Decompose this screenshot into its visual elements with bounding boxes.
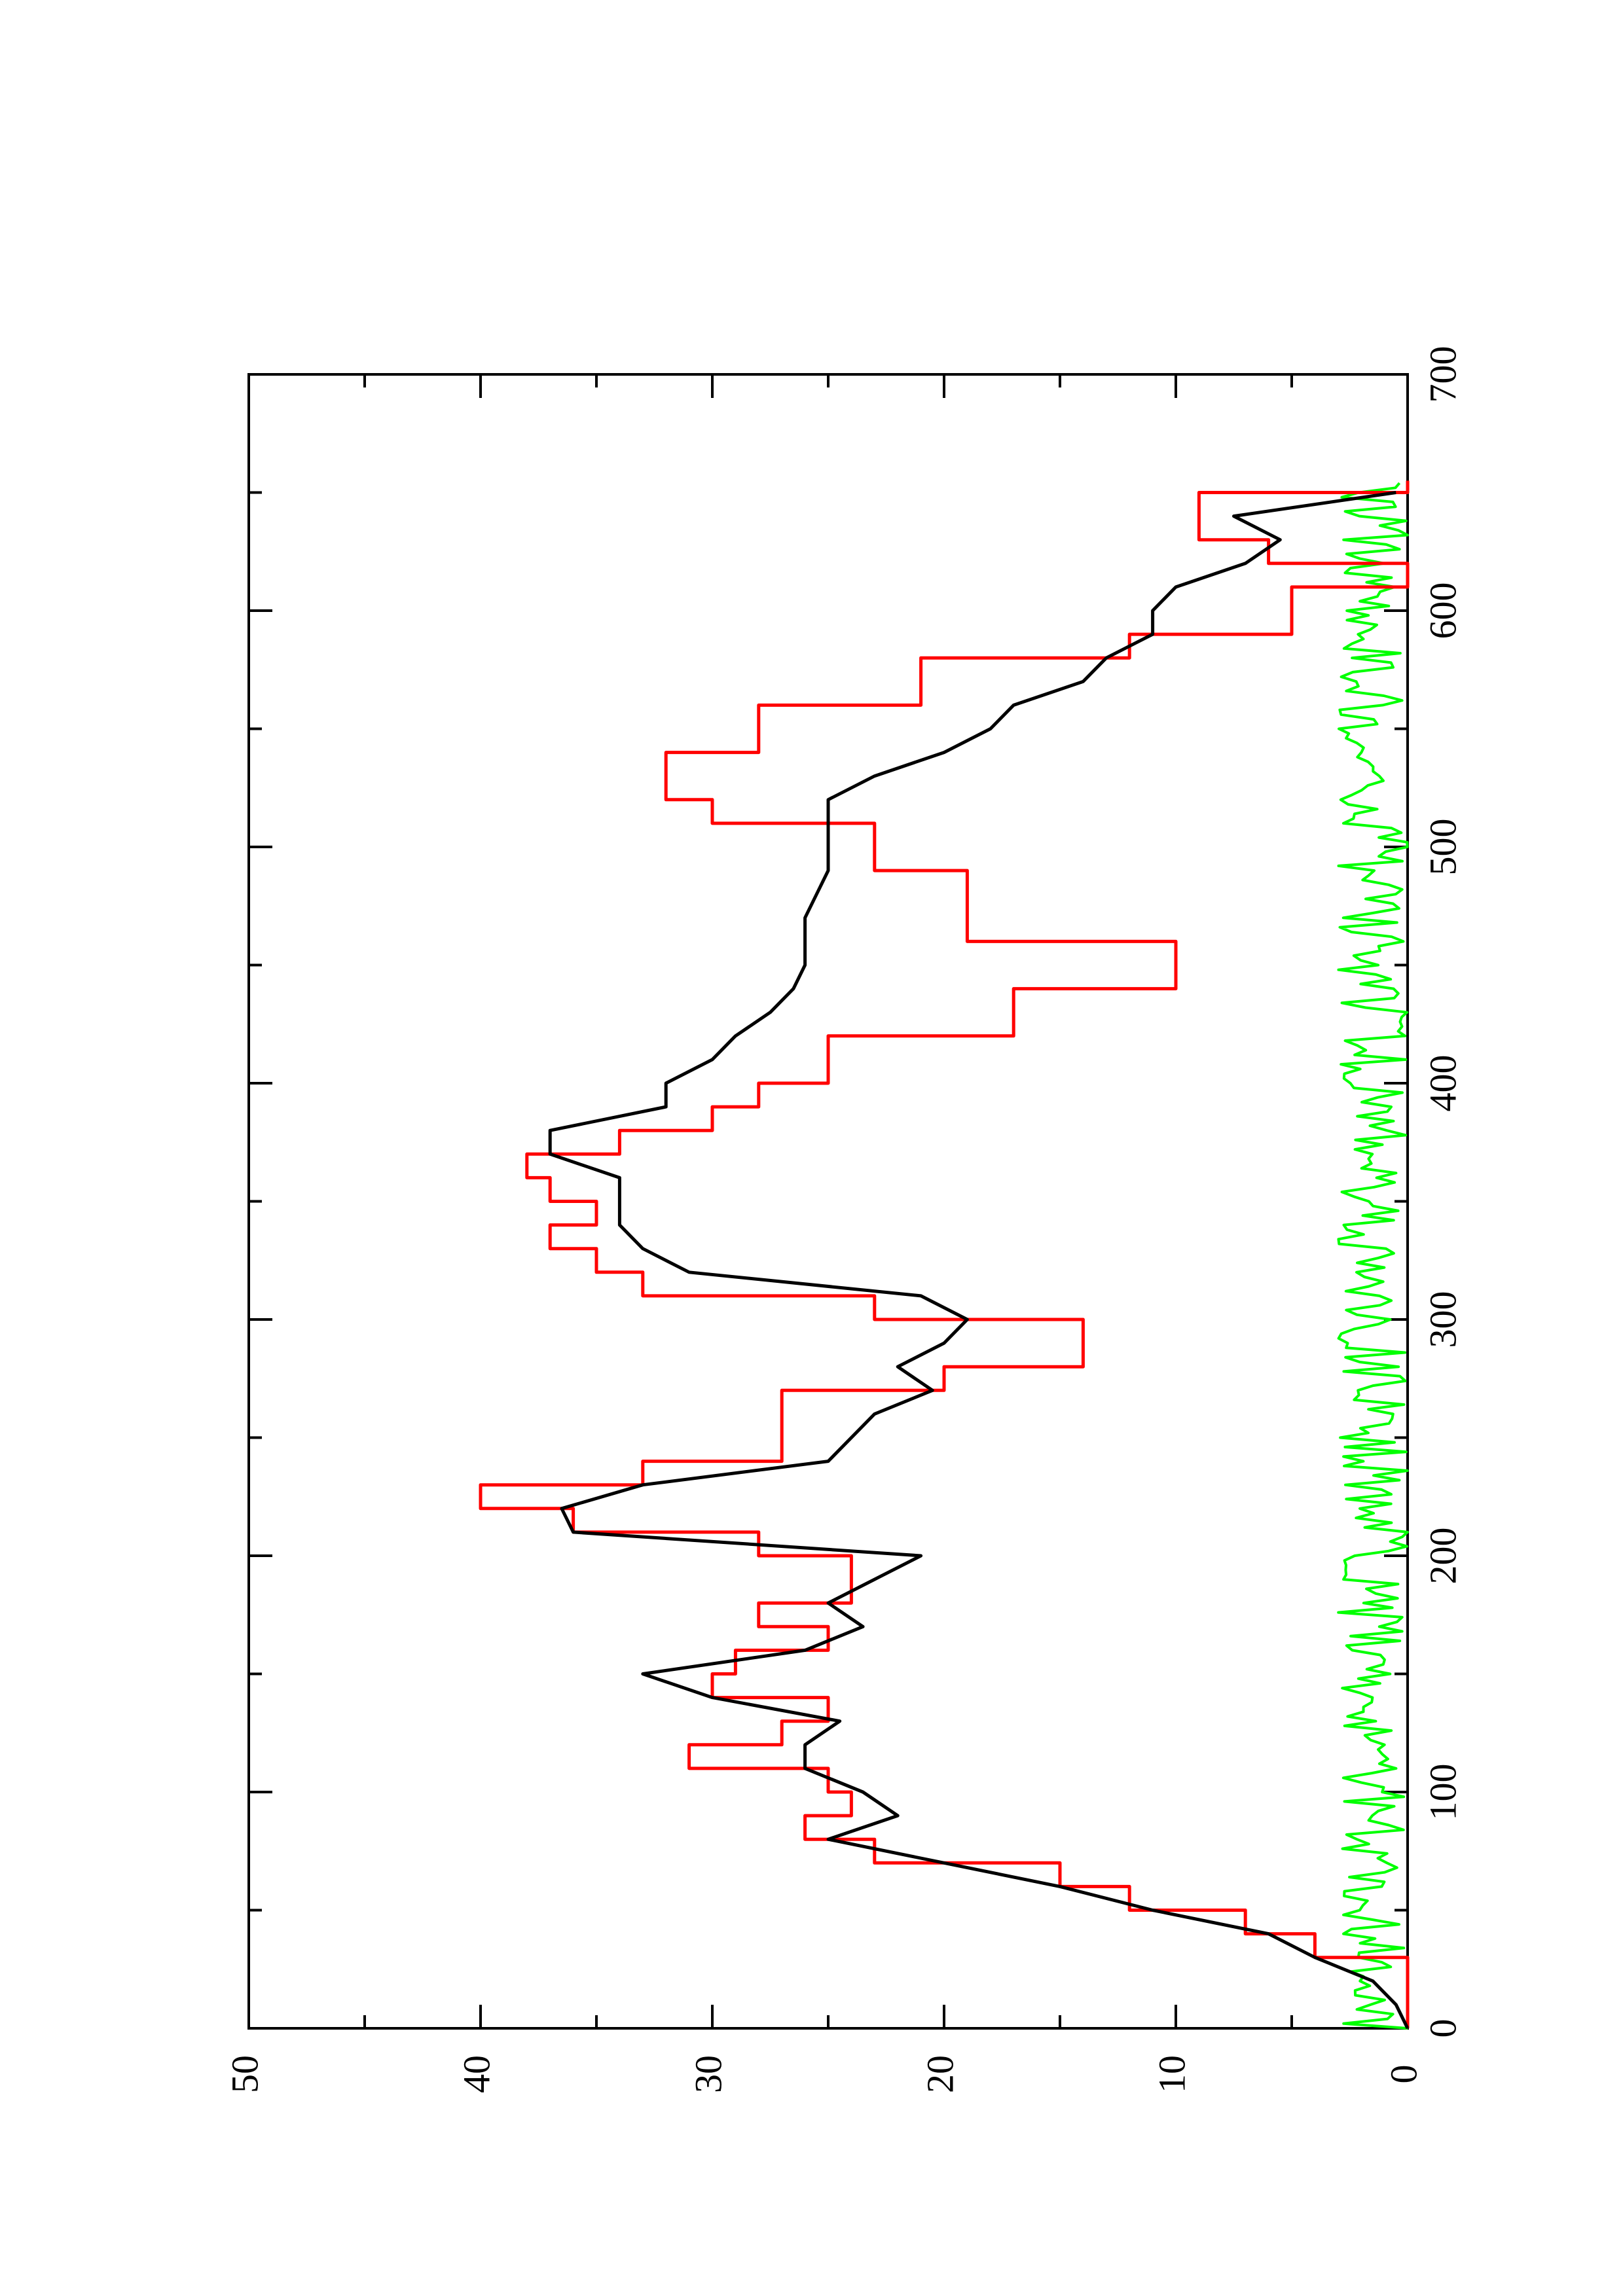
series-line-0 <box>479 480 1410 2028</box>
y-tick-label: 10 <box>1150 2055 1193 2093</box>
series-line-1 <box>548 491 1410 2030</box>
ticks <box>247 373 1409 2030</box>
x-tick-label: 500 <box>1421 819 1464 876</box>
x-tick-label: 200 <box>1421 1528 1464 1585</box>
y-tick-label: 20 <box>919 2055 961 2093</box>
y-tick-label: 30 <box>687 2055 729 2093</box>
series-line-2 <box>1337 482 1409 2030</box>
y-tick-label: 0 <box>1382 2065 1425 2084</box>
series-layer <box>479 480 1410 2030</box>
x-tick-label: 700 <box>1421 346 1464 403</box>
y-tick-label: 50 <box>223 2055 266 2093</box>
y-tick-label: 40 <box>455 2055 498 2093</box>
x-tick-label: 0 <box>1421 2019 1464 2038</box>
x-tick-label: 600 <box>1421 583 1464 639</box>
tick-labels: 0 100 200 300 400 500 600 700 0 10 20 30 40 50 <box>223 346 1464 2094</box>
x-tick-label: 100 <box>1421 1764 1464 1821</box>
x-tick-label: 300 <box>1421 1291 1464 1348</box>
x-tick-label: 400 <box>1421 1055 1464 1112</box>
